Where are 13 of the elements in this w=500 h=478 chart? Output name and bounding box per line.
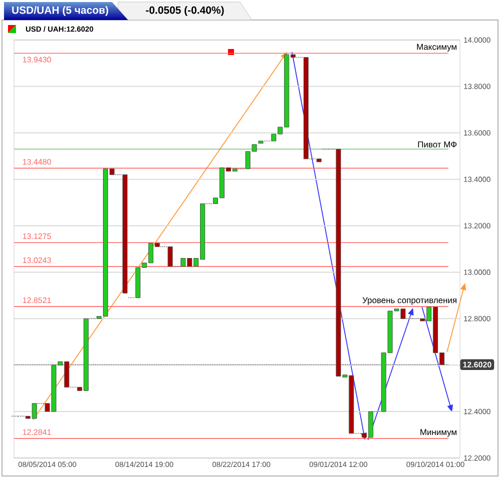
ref-line-label: 12.2841 <box>23 429 51 435</box>
annotation: Уровень сопротивления <box>362 297 456 305</box>
chart-title: USD/UAH (5 часов) <box>12 6 108 16</box>
chart-subtitle: -0.0505 (-0.40%) <box>146 6 224 16</box>
annotation: Максимум <box>417 44 456 52</box>
annotation: Минимум <box>420 429 456 437</box>
ref-line-label: 13.1275 <box>23 233 51 240</box>
ref-line-label: 12.6020 <box>463 362 492 368</box>
ref-line-label: 13.4480 <box>23 158 51 165</box>
ref-line-label: 12.8521 <box>23 297 51 304</box>
ref-line-label: 13.9430 <box>23 56 51 62</box>
annotation: Пивот МФ <box>418 141 457 148</box>
ref-line-label: 13.0243 <box>23 257 51 264</box>
